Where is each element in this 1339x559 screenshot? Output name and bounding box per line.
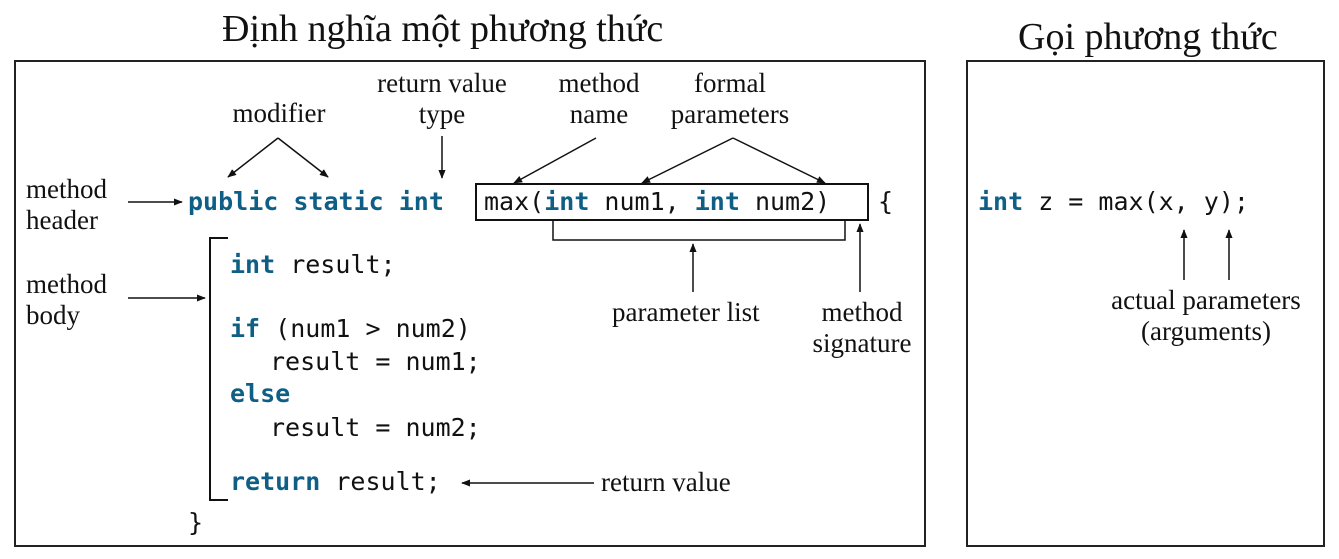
modifier-arrow-static (277, 137, 329, 178)
method-signature-label: method signature (798, 297, 926, 359)
body-line-4: else (230, 381, 290, 406)
formal-params-label-line2: parameters (670, 99, 790, 130)
return-value-label: return value (601, 467, 731, 497)
method-header-code: public static int (188, 189, 444, 214)
keyword-int-call: int (978, 187, 1024, 216)
invocation-rest: z = max(x, y); (1023, 187, 1249, 216)
signature-box (475, 183, 869, 221)
return-type-label-line2: type (418, 99, 466, 130)
body-line-6: return result; (230, 469, 441, 494)
body-line-3: result = num1; (270, 347, 481, 376)
method-header-label-line1: method (26, 174, 107, 204)
body-line-5: result = num2; (270, 413, 481, 442)
method-header-label-line2: header (26, 205, 98, 236)
keyword-return: return (230, 467, 321, 496)
method-name-label-line2: name (569, 99, 629, 130)
open-brace: { (878, 187, 894, 216)
method-name-label: method name (539, 68, 659, 130)
method-name-token: max( (484, 187, 545, 216)
method-body-label: method body (26, 269, 107, 331)
invoke-panel (966, 60, 1325, 547)
keyword-public: public (188, 187, 279, 216)
method-signature-label-line1: method (821, 297, 903, 327)
invocation-code: int z = max(x, y); (978, 189, 1249, 214)
formal-params-arrow-1 (641, 137, 734, 184)
method-body-label-line2: body (26, 300, 80, 331)
method-body-bracket (209, 237, 228, 501)
body-line-1-rest: result; (275, 250, 396, 279)
parameter-list-label: parameter list (612, 297, 760, 327)
actual-params-label: actual parameters (arguments) (1086, 285, 1326, 347)
return-type-label-line1: return value (377, 68, 507, 98)
define-panel (14, 60, 926, 547)
body-line-6-rest: result; (320, 467, 441, 496)
body-line-2: if (num1 > num2) (230, 316, 471, 341)
param2-type: int (694, 187, 740, 216)
method-header-label: method header (26, 174, 107, 236)
formal-params-label: formal parameters (650, 68, 810, 130)
keyword-else: else (230, 379, 291, 408)
method-signature-label-line2: signature (812, 328, 912, 359)
invoke-title: Gọi phương thức (1018, 16, 1278, 58)
keyword-int-local: int (230, 250, 276, 279)
keyword-int: int (398, 187, 444, 216)
body-line-2-rest: (num1 > num2) (260, 314, 471, 343)
body-line-1: int result; (230, 252, 396, 277)
close-brace: } (188, 508, 204, 537)
parameter-list-bracket (552, 220, 846, 241)
define-title: Định nghĩa một phương thức (222, 8, 664, 50)
param1-name: num1, (589, 187, 695, 216)
formal-params-label-line1: formal (694, 68, 766, 98)
formal-params-arrow-2 (732, 137, 826, 184)
param2-name: num2) (739, 187, 831, 216)
method-body-label-line1: method (26, 269, 107, 299)
keyword-if: if (230, 314, 261, 343)
param1-type: int (544, 187, 590, 216)
modifier-arrow-public (227, 137, 279, 178)
actual-params-label-line1: actual parameters (1111, 285, 1301, 315)
keyword-static: static (293, 187, 384, 216)
return-type-label: return value type (362, 68, 522, 130)
signature-code: max(int num1, int num2) (484, 189, 830, 214)
method-name-arrow (513, 137, 597, 184)
method-name-label-line1: method (558, 68, 640, 98)
modifier-label: modifier (232, 98, 326, 128)
actual-params-label-line2: (arguments) (1141, 316, 1271, 347)
